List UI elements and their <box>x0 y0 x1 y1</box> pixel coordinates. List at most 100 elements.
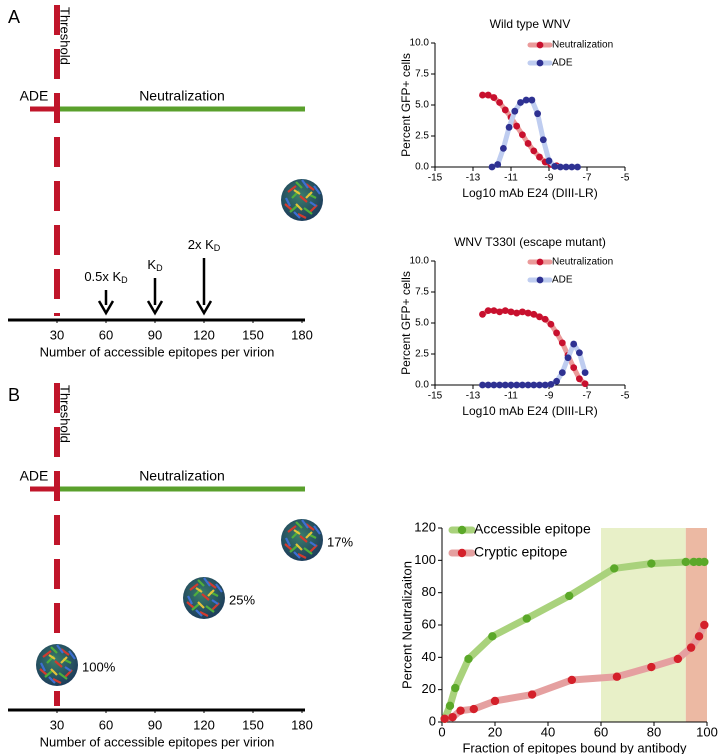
arrow-head <box>146 300 164 316</box>
legend-label: Cryptic epitope <box>474 544 568 560</box>
data-point <box>536 153 543 161</box>
data-point <box>528 96 536 104</box>
x-axis-label: Log10 mAb E24 (DIII-LR) <box>462 404 597 418</box>
y-tick-label: 2.5 <box>415 349 429 360</box>
data-point <box>581 369 589 376</box>
data-point <box>536 381 543 389</box>
data-point <box>576 349 583 357</box>
arrow-label-main: 2x K <box>188 237 214 252</box>
arrow-label-sub: D <box>214 243 221 253</box>
virion-label: 17% <box>327 534 353 549</box>
x-tick-label: -5 <box>621 391 630 402</box>
x-tick-label: 60 <box>99 327 113 342</box>
x-tick-label: 90 <box>148 717 162 732</box>
x-tick-label: 80 <box>647 724 661 739</box>
data-point <box>522 96 530 104</box>
legend-swatch-dot <box>536 276 544 284</box>
data-point <box>527 690 537 699</box>
data-point <box>524 381 532 389</box>
data-point <box>500 145 507 152</box>
arrow-head <box>97 300 115 316</box>
x-tick-label: -7 <box>583 173 592 184</box>
arrow-label: 0.5x KD <box>84 269 128 285</box>
x-tick-label: 180 <box>291 717 313 732</box>
y-axis-label: Percent GFP+ cells <box>399 53 413 157</box>
data-point <box>647 559 656 568</box>
data-point <box>541 381 549 389</box>
data-point <box>612 672 622 681</box>
virion <box>280 518 324 562</box>
data-point <box>536 313 543 321</box>
y-tick-label: 7.5 <box>415 287 429 298</box>
data-point <box>568 163 576 171</box>
legend-swatch-dot <box>457 548 467 558</box>
virion <box>35 643 79 687</box>
arrow-label-sub: D <box>156 263 163 273</box>
data-point <box>448 712 457 722</box>
data-point <box>496 381 503 389</box>
data-point <box>681 557 690 567</box>
ade-label: ADE <box>20 468 49 484</box>
data-point <box>557 163 564 171</box>
x-tick-label: 100 <box>696 724 718 739</box>
legend-label: ADE <box>552 275 573 286</box>
x-tick-label: 120 <box>193 717 215 732</box>
data-point <box>524 309 532 317</box>
data-point <box>610 564 619 573</box>
data-point <box>673 654 683 664</box>
virion <box>280 178 324 222</box>
data-point <box>456 706 465 715</box>
arrow-label-sub: D <box>121 275 128 285</box>
data-point <box>513 381 521 389</box>
shaded-region <box>601 528 686 722</box>
data-point <box>451 683 460 693</box>
arrow-label-main: K <box>147 257 156 272</box>
legend-label: Accessible epitope <box>474 521 591 537</box>
data-point <box>547 320 555 328</box>
data-point <box>440 714 449 723</box>
data-point <box>490 94 498 101</box>
y-tick-label: 80 <box>422 584 436 599</box>
y-tick-label: 10.0 <box>410 256 430 267</box>
data-point <box>464 654 473 664</box>
y-tick-label: 0.0 <box>415 162 429 173</box>
x-tick-label: -13 <box>466 391 481 402</box>
data-point <box>479 91 486 99</box>
data-point <box>558 369 566 376</box>
y-tick-label: 0 <box>429 713 436 728</box>
data-point <box>490 381 498 389</box>
arrow-label-main: 0.5x K <box>84 269 121 284</box>
x-tick-label: 150 <box>242 327 264 342</box>
data-point <box>581 380 589 388</box>
y-tick-label: 5.0 <box>415 318 429 329</box>
data-point <box>488 163 496 171</box>
x-tick-label: -13 <box>466 173 481 184</box>
x-tick-label: 0 <box>438 724 445 739</box>
x-tick-label: 120 <box>193 327 215 342</box>
x-tick-label: 30 <box>50 327 64 342</box>
legend-swatch-dot <box>536 59 544 67</box>
data-point <box>501 381 509 389</box>
data-point <box>517 99 524 106</box>
data-point <box>488 632 497 641</box>
data-point <box>567 675 577 685</box>
data-point <box>519 131 526 139</box>
x-tick-label: -11 <box>504 391 518 402</box>
threshold-label: Threshold <box>58 7 73 65</box>
virion-label: 25% <box>229 592 255 607</box>
arrow-label: KD <box>147 257 163 273</box>
arrow-label: 2x KD <box>188 237 221 253</box>
panel-label: B <box>8 385 20 405</box>
legend-swatch-dot <box>536 258 544 266</box>
legend-swatch-dot <box>457 525 467 535</box>
data-point <box>570 340 578 348</box>
data-point <box>700 557 709 567</box>
legend-label: ADE <box>552 58 573 69</box>
data-point <box>484 91 492 99</box>
y-tick-label: 0.0 <box>415 380 429 391</box>
shaded-region <box>685 528 707 722</box>
data-point <box>524 140 532 147</box>
data-point <box>513 309 521 317</box>
chart-title: Wild type WNV <box>490 17 571 31</box>
